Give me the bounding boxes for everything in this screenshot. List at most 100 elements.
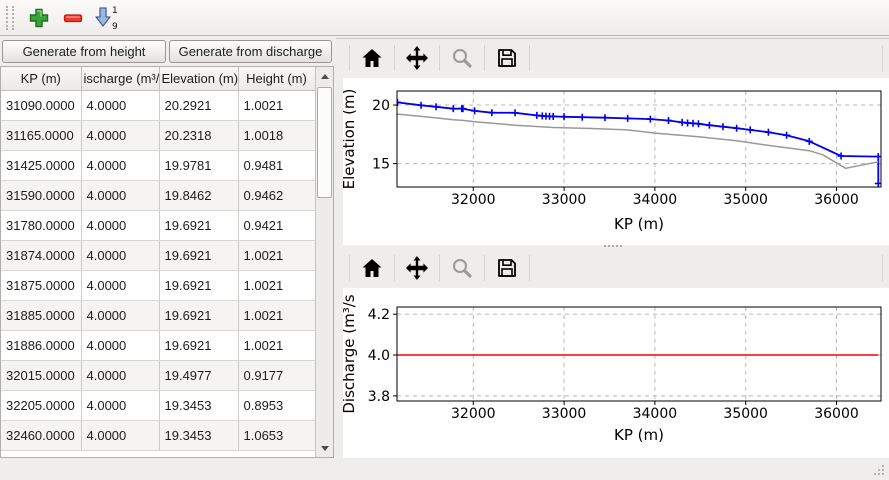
table-row: 31165.0000 4.0000 20.2318 1.0018 — [1, 120, 316, 151]
table-row: 31875.0000 4.0000 19.6921 1.0021 — [1, 270, 316, 301]
table-cell-3[interactable]: 1.0653 — [238, 420, 316, 451]
table-row: 31874.0000 4.0000 19.6921 1.0021 — [1, 240, 316, 271]
add-row-button[interactable] — [24, 3, 54, 33]
elevation-chart[interactable]: 32000 33000 34000 35000 36000 15 20 KP (m) Eleva… — [343, 78, 889, 245]
remove-row-button[interactable] — [58, 3, 88, 33]
pan-button[interactable] — [402, 43, 432, 73]
table-cell-3[interactable]: 0.9421 — [238, 210, 316, 241]
splitter-handle[interactable] — [604, 245, 622, 250]
table-cell-0[interactable]: 32460.0000 — [1, 420, 82, 451]
table-cell-1[interactable]: 4.0000 — [81, 360, 160, 391]
table-cell-1[interactable]: 4.0000 — [81, 420, 160, 451]
table-cell-1[interactable]: 4.0000 — [81, 180, 160, 211]
plus-icon — [29, 8, 49, 27]
table-cell-2[interactable]: 20.2318 — [159, 120, 239, 151]
table-cell-0[interactable]: 31090.0000 — [1, 90, 82, 121]
data-table: KP (m) ischarge (m³/Elevation (m) Height (… — [1, 67, 316, 451]
y-tick-label: 4.0 — [368, 348, 390, 364]
table-cell-2[interactable]: 19.9781 — [159, 150, 239, 181]
save-button[interactable] — [492, 43, 522, 73]
table-cell-2[interactable]: 19.6921 — [159, 270, 239, 301]
table-cell-0[interactable]: 31875.0000 — [1, 270, 82, 301]
x-tick-label: 36000 — [814, 406, 859, 422]
discharge-chart[interactable]: 32000 33000 34000 35000 36000 3.8 4.0 4.2 KP (m)… — [343, 288, 889, 458]
table-cell-1[interactable]: 4.0000 — [81, 90, 160, 121]
save-icon — [498, 258, 516, 277]
table-cell-1[interactable]: 4.0000 — [81, 120, 160, 151]
table-cell-3[interactable]: 1.0021 — [238, 240, 316, 271]
sort-ascending-icon: 1 9 — [95, 6, 118, 32]
table-cell-3[interactable]: 1.0018 — [238, 120, 316, 151]
table-cell-0[interactable]: 31590.0000 — [1, 180, 82, 211]
table-cell-3[interactable]: 0.8953 — [238, 390, 316, 421]
table-cell-1[interactable]: 4.0000 — [81, 270, 160, 301]
table-cell-2[interactable]: 19.6921 — [159, 330, 239, 361]
y-tick-label: 4.2 — [368, 307, 390, 323]
table-cell-1[interactable]: 4.0000 — [81, 330, 160, 361]
scroll-up-button[interactable] — [316, 67, 333, 85]
table-cell-0[interactable]: 31886.0000 — [1, 330, 82, 361]
table-cell-0[interactable]: 32205.0000 — [1, 390, 82, 421]
table-cell-3[interactable]: 0.9481 — [238, 150, 316, 181]
zoom-icon — [453, 49, 472, 68]
x-tick-label: 32000 — [451, 406, 496, 422]
column-header-0[interactable]: KP (m) — [1, 67, 82, 91]
elevation-figure: 32000 33000 34000 35000 36000 15 20 KP (m) Eleva… — [343, 78, 889, 245]
save-button[interactable] — [492, 253, 522, 283]
table-cell-3[interactable]: 1.0021 — [238, 270, 316, 301]
table-cell-3[interactable]: 1.0021 — [238, 90, 316, 121]
table-cell-0[interactable]: 31874.0000 — [1, 240, 82, 271]
save-icon — [498, 49, 516, 67]
table-cell-2[interactable]: 19.6921 — [159, 300, 239, 331]
x-tick-label: 35000 — [723, 192, 768, 208]
column-header-2[interactable]: Elevation (m) — [159, 67, 239, 91]
home-button[interactable] — [357, 253, 387, 283]
zoom-icon — [453, 258, 472, 278]
table-cell-1[interactable]: 4.0000 — [81, 300, 160, 331]
table-cell-2[interactable]: 20.2921 — [159, 90, 239, 121]
table-row: 31780.0000 4.0000 19.6921 0.9421 — [1, 210, 316, 241]
table-cell-2[interactable]: 19.6921 — [159, 240, 239, 271]
table-cell-0[interactable]: 31165.0000 — [1, 120, 82, 151]
table-cell-3[interactable]: 0.9177 — [238, 360, 316, 391]
x-tick-label: 35000 — [723, 406, 768, 422]
table-cell-2[interactable]: 19.4977 — [159, 360, 239, 391]
column-header-1[interactable]: ischarge (m³/ — [81, 67, 160, 91]
generate-from-height-button[interactable]: Generate from height — [2, 40, 166, 63]
column-header-3[interactable]: Height (m) — [238, 67, 316, 91]
table-cell-2[interactable]: 19.6921 — [159, 210, 239, 241]
generate-from-discharge-button[interactable]: Generate from discharge — [169, 40, 332, 63]
pan-button[interactable] — [402, 253, 432, 283]
zoom-button[interactable] — [447, 43, 477, 73]
sort-rows-button[interactable]: 1 9 — [92, 3, 122, 33]
table-cell-3[interactable]: 0.9462 — [238, 180, 316, 211]
scroll-down-button[interactable] — [316, 439, 333, 457]
table-row: 31425.0000 4.0000 19.9781 0.9481 — [1, 150, 316, 181]
table-cell-0[interactable]: 31425.0000 — [1, 150, 82, 181]
table-cell-0[interactable]: 31780.0000 — [1, 210, 82, 241]
table-cell-0[interactable]: 31885.0000 — [1, 300, 82, 331]
table-cell-1[interactable]: 4.0000 — [81, 210, 160, 241]
table-cell-1[interactable]: 4.0000 — [81, 150, 160, 181]
table-cell-1[interactable]: 4.0000 — [81, 240, 160, 271]
zoom-button[interactable] — [447, 253, 477, 283]
triangle-up-icon — [320, 73, 329, 79]
y-axis-label: Discharge (m³/s — [343, 294, 358, 413]
x-tick-label: 36000 — [814, 192, 859, 208]
table-cell-2[interactable]: 19.8462 — [159, 180, 239, 211]
x-tick-label: 34000 — [633, 406, 678, 422]
y-tick-label: 3.8 — [368, 389, 390, 405]
table-cell-1[interactable]: 4.0000 — [81, 390, 160, 421]
toolbar-grip-handle[interactable] — [6, 5, 14, 30]
table-cell-3[interactable]: 1.0021 — [238, 300, 316, 331]
table-cell-2[interactable]: 19.3453 — [159, 420, 239, 451]
scrollbar-thumb[interactable] — [317, 87, 332, 198]
table-cell-3[interactable]: 1.0021 — [238, 330, 316, 361]
window-resize-grip[interactable] — [882, 465, 884, 467]
table-scrollbar[interactable] — [315, 67, 333, 457]
x-tick-label: 33000 — [542, 192, 587, 208]
y-axis-label: Elevation (m) — [343, 89, 358, 190]
home-button[interactable] — [357, 43, 387, 73]
table-cell-0[interactable]: 32015.0000 — [1, 360, 82, 391]
table-cell-2[interactable]: 19.3453 — [159, 390, 239, 421]
